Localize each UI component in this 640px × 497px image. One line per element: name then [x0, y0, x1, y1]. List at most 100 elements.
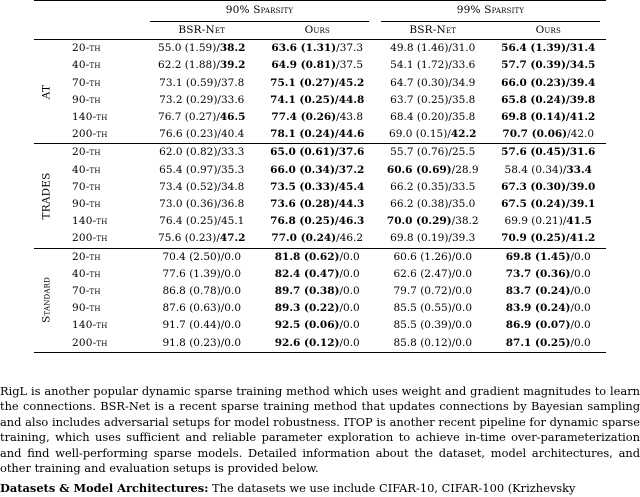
value-part: 65.0 (0.61)/37.6: [270, 146, 365, 159]
value-cell: 63.6 (1.31)/37.3: [260, 40, 376, 57]
value-part: /0.0: [339, 250, 360, 263]
epoch-label: 70-th: [72, 180, 101, 193]
value-cell: 74.1 (0.25)/44.8: [260, 92, 376, 109]
table-row: 40-th 65.4 (0.97)/35.3 66.0 (0.34)/37.2 60.…: [34, 162, 606, 179]
value-part: /0.0: [570, 336, 591, 349]
value-part: 76.8 (0.25)/46.3: [270, 215, 365, 228]
value-cell: 73.0 (0.36)/36.8: [144, 196, 260, 213]
value-part: 73.6 (0.28)/44.3: [270, 198, 365, 211]
value-cell: 81.8 (0.62)/0.0: [260, 249, 376, 266]
section-heading: Datasets & Model Architectures:: [0, 481, 209, 495]
value-part: 67.5 (0.24)/39.1: [501, 198, 596, 211]
value-part: 66.2 (0.35)/33.5: [390, 180, 476, 193]
value-part: /0.0: [570, 267, 591, 280]
value-part: 70.4 (2.50)/0.0: [162, 250, 242, 263]
group-label-cell: AT: [34, 40, 60, 144]
value-cell: 70.0 (0.29)/38.2: [375, 213, 491, 230]
sparsity-header-99: 99% Sparsity: [456, 4, 525, 17]
value-cell: 82.4 (0.47)/0.0: [260, 266, 376, 283]
value-part: /37.5: [336, 59, 364, 72]
paragraph-text: RigL is another popular dynamic sparse t…: [0, 384, 640, 476]
value-part: 63.7 (0.25)/35.8: [390, 93, 476, 106]
value-part: 73.2 (0.29)/33.6: [159, 93, 245, 106]
value-cell: 86.8 (0.78)/0.0: [144, 283, 260, 300]
group-label-cell: Standard: [34, 249, 60, 353]
value-part: 67.3 (0.30)/39.0: [501, 180, 596, 193]
epoch-label: 140-th: [72, 215, 108, 228]
value-part: 64.7 (0.30)/34.9: [390, 76, 476, 89]
epoch-label: 70-th: [72, 285, 101, 298]
results-table: 90% Sparsity 99% Sparsity BSR-Net Ours B…: [34, 0, 606, 353]
value-part: 86.8 (0.78)/0.0: [162, 285, 242, 298]
value-part: 73.5 (0.33)/45.4: [270, 180, 365, 193]
epoch-label: 90-th: [72, 93, 101, 106]
epoch-label: 200-th: [72, 128, 108, 141]
value-part: 55.7 (0.76)/25.5: [390, 146, 476, 159]
table-row: 70-th 73.4 (0.52)/34.8 73.5 (0.33)/45.4 66.…: [34, 179, 606, 196]
table-row: TRADES 20-th 62.0 (0.82)/33.3 65.0 (0.61)/3…: [34, 144, 607, 219]
method-header-bsr-90: BSR-Net: [178, 24, 226, 36]
epoch-label: 90-th: [72, 198, 101, 211]
value-part: /0.0: [570, 250, 591, 263]
value-part: 38.2: [219, 42, 246, 55]
epoch-label: 20-th: [72, 146, 101, 159]
value-part: 47.2: [219, 232, 246, 245]
value-part: /0.0: [339, 267, 360, 280]
value-cell: 70.7 (0.06)/42.0: [491, 126, 607, 144]
value-cell: 49.8 (1.46)/31.0: [375, 40, 491, 57]
value-part: 77.6 (1.39)/0.0: [162, 267, 242, 280]
value-part: 55.0 (1.59)/: [158, 42, 220, 55]
value-part: 69.9 (0.21)/: [504, 215, 567, 228]
value-cell: 62.6 (2.47)/0.0: [375, 266, 491, 283]
value-part: 57.7 (0.39)/34.5: [501, 59, 596, 72]
value-part: /38.2: [451, 215, 479, 228]
method-header-ours-99: Ours: [535, 24, 561, 36]
value-part: 70.9 (0.25)/41.2: [501, 232, 596, 245]
value-cell: 89.3 (0.22)/0.0: [260, 300, 376, 317]
value-cell: 83.9 (0.24)/0.0: [491, 300, 607, 317]
value-cell: 77.6 (1.39)/0.0: [144, 266, 260, 283]
section-heading-line: Datasets & Model Architectures: The data…: [0, 481, 640, 496]
value-cell: 83.7 (0.24)/0.0: [491, 283, 607, 300]
value-part: 81.8 (0.62): [274, 250, 340, 263]
value-cell: 68.4 (0.20)/35.8: [375, 109, 491, 126]
value-cell: 57.6 (0.45)/31.6: [491, 144, 607, 161]
value-part: 54.1 (1.72)/33.6: [390, 59, 476, 72]
value-cell: 66.2 (0.35)/33.5: [375, 179, 491, 196]
value-cell: 73.5 (0.33)/45.4: [260, 179, 376, 196]
value-part: /0.0: [570, 319, 591, 332]
value-cell: 62.2 (1.88)/39.2: [144, 57, 260, 74]
value-cell: 69.0 (0.15)/42.2: [375, 126, 491, 144]
value-cell: 69.8 (1.45)/0.0: [491, 249, 607, 266]
value-part: 87.1 (0.25): [505, 336, 571, 349]
epoch-label: 20-th: [72, 250, 101, 263]
group-label: Standard: [40, 277, 53, 324]
value-part: 75.6 (0.23)/: [158, 232, 220, 245]
value-part: 73.4 (0.52)/34.8: [159, 180, 245, 193]
value-cell: 69.8 (0.14)/41.2: [491, 109, 607, 126]
value-part: 62.0 (0.82)/33.3: [159, 146, 245, 159]
table-row: 90-th 73.2 (0.29)/33.6 74.1 (0.25)/44.8 63.…: [34, 92, 606, 109]
value-part: 66.0 (0.34)/37.2: [270, 163, 365, 176]
results-table-container: 90% Sparsity 99% Sparsity BSR-Net Ours B…: [34, 0, 606, 353]
value-cell: 77.0 (0.24)/46.2: [260, 230, 376, 248]
value-cell: 85.5 (0.55)/0.0: [375, 300, 491, 317]
value-cell: 60.6 (1.26)/0.0: [375, 249, 491, 266]
method-header-bsr-99: BSR-Net: [409, 24, 457, 36]
value-cell: 65.4 (0.97)/35.3: [144, 162, 260, 179]
value-cell: 66.2 (0.38)/35.0: [375, 196, 491, 213]
value-cell: 58.4 (0.34)/33.4: [491, 162, 607, 179]
value-cell: 73.7 (0.36)/0.0: [491, 266, 607, 283]
value-part: 60.6 (0.69): [386, 163, 452, 176]
value-cell: 73.2 (0.29)/33.6: [144, 92, 260, 109]
epoch-label: 20-th: [72, 42, 101, 55]
value-cell: 54.1 (1.72)/33.6: [375, 57, 491, 74]
value-cell: 87.1 (0.25)/0.0: [491, 335, 607, 353]
value-part: 76.6 (0.23)/40.4: [159, 128, 245, 141]
value-cell: 87.6 (0.63)/0.0: [144, 300, 260, 317]
body-paragraph: RigL is another popular dynamic sparse t…: [0, 384, 640, 476]
value-part: 70.0 (0.29): [386, 215, 452, 228]
group-label: AT: [40, 84, 53, 100]
value-part: 46.5: [219, 111, 246, 124]
value-part: 77.0 (0.24): [271, 232, 337, 245]
